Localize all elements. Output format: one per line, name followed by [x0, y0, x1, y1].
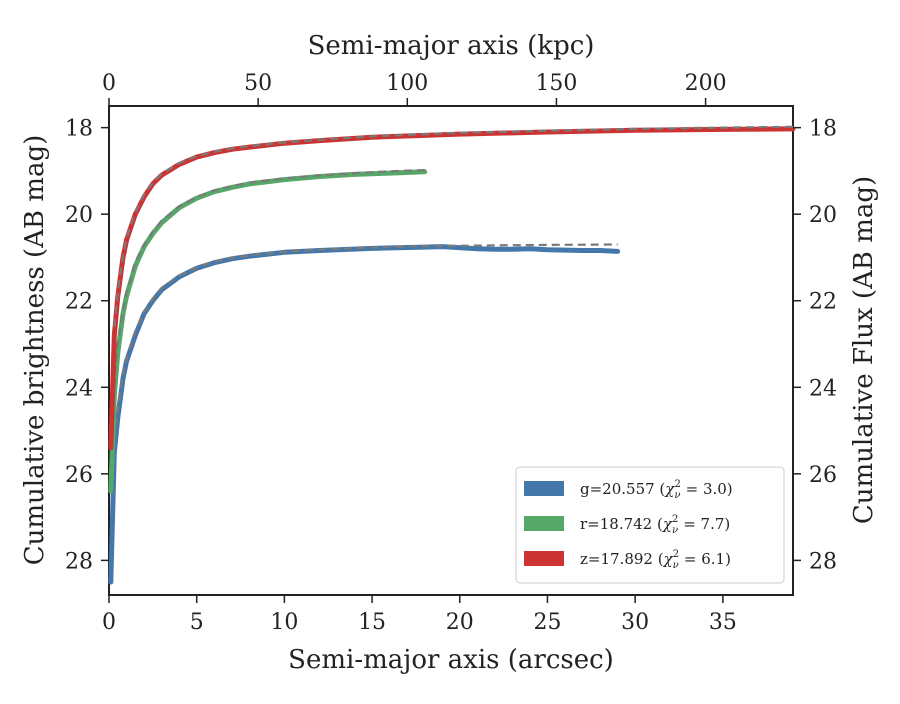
x-tick-label-6: 30: [621, 610, 649, 635]
y2-tick-label-4: 26: [809, 463, 837, 488]
y-axis-title: Cumulative brightness (AB mag): [20, 135, 50, 566]
model-line-0: [113, 243, 618, 440]
axes-layer: 0 5 10 15 20 25 30 35 0 50 100 150 200 18 18 20 20 22 22 24…: [65, 71, 837, 635]
x-tick-label-0: 0: [102, 610, 116, 635]
x2-tick-label-0: 0: [102, 71, 116, 96]
x2-tick-label-1: 50: [244, 71, 272, 96]
series-layer: [108, 125, 796, 585]
x2-axis-title: Semi-major axis (kpc): [308, 31, 595, 61]
x-tick-label-3: 15: [358, 610, 386, 635]
series-line-1: [108, 169, 428, 494]
x-tick-label-2: 10: [270, 610, 298, 635]
legend-swatch-2: [524, 551, 564, 566]
y2-tick-label-5: 28: [809, 549, 837, 574]
series-line-2: [108, 126, 796, 451]
model-line-1: [113, 168, 425, 388]
y2-axis-title: Cumulative Flux (AB mag): [849, 176, 879, 524]
x2-tick-label-2: 100: [386, 71, 428, 96]
x-tick-label-1: 5: [190, 610, 204, 635]
y2-tick-label-1: 20: [809, 203, 837, 228]
legend-label-1: r=18.742 (χν2 = 7.7): [580, 514, 730, 536]
x-tick-label-7: 35: [709, 610, 737, 635]
legend-label-2: z=17.892 (χν2 = 6.1): [580, 549, 731, 571]
legend: g=20.557 (χν2 = 3.0) r=18.742 (χν2 = 7.7)…: [515, 466, 785, 584]
x-tick-label-4: 20: [446, 610, 474, 635]
model-line-2: [113, 125, 794, 327]
legend-box: [515, 466, 785, 584]
y-tick-label-4: 26: [65, 463, 93, 488]
plot-frame: [108, 105, 794, 596]
y-tick-label-1: 20: [65, 203, 93, 228]
y-tick-label-2: 22: [65, 290, 93, 315]
x-axis-title: Semi-major axis (arcsec): [288, 645, 614, 675]
y2-tick-label-3: 24: [809, 376, 837, 401]
x-tick-label-5: 25: [533, 610, 561, 635]
y-tick-label-3: 24: [65, 376, 93, 401]
x2-tick-label-4: 200: [685, 71, 727, 96]
y-tick-label-0: 18: [65, 117, 93, 142]
y-tick-label-5: 28: [65, 549, 93, 574]
y2-tick-label-0: 18: [809, 117, 837, 142]
legend-swatch-1: [524, 516, 564, 531]
legend-label-0: g=20.557 (χν2 = 3.0): [580, 479, 733, 501]
x2-tick-label-3: 150: [535, 71, 577, 96]
y2-tick-label-2: 22: [809, 290, 837, 315]
legend-swatch-0: [524, 481, 564, 496]
